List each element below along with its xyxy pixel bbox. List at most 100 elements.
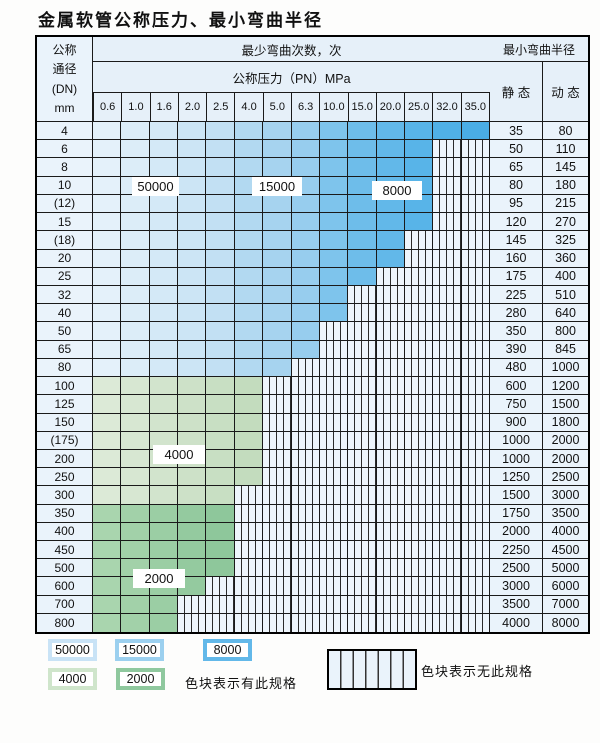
dn-cell: 350 xyxy=(37,504,93,523)
cycle-cell-spec xyxy=(234,395,264,414)
static-radius-cell: 350 xyxy=(490,322,544,341)
cycle-cell-spec xyxy=(263,267,292,286)
cycle-cell-spec xyxy=(234,194,264,214)
dynamic-radius-cell: 2000 xyxy=(543,431,589,450)
cycle-cell-no-spec xyxy=(433,613,462,633)
legend-no-spec-text: 色块表示无此规格 xyxy=(421,664,534,679)
table-row: 80 480 1000 xyxy=(37,358,589,378)
cycle-cell-no-spec xyxy=(348,431,377,450)
cycle-cell-no-spec xyxy=(433,267,462,286)
cycle-cell-spec xyxy=(234,267,264,286)
dn-cell: 25 xyxy=(37,267,93,286)
min-bend-radius-label: 最小弯曲半径 xyxy=(490,37,588,62)
pressure-values-row: 0.6 1.0 1.6 2.0 2.5 4.0 5.0 6.3 10.0 15.0 20.0 25.0… xyxy=(93,93,490,122)
cycle-cell-spec xyxy=(234,340,264,359)
cycle-cell-spec xyxy=(121,468,150,487)
cycle-cell-spec xyxy=(206,322,235,341)
cycle-cell-no-spec xyxy=(348,377,377,396)
dn-cell: 600 xyxy=(37,577,93,596)
table-row: 6 50 110 xyxy=(37,140,589,159)
cycle-cell-no-spec xyxy=(234,613,264,633)
legend-swatch-label: 4000 xyxy=(52,672,93,686)
cycle-cell-no-spec xyxy=(348,504,377,523)
cycle-cell-spec xyxy=(319,285,349,305)
cycle-cell-no-spec xyxy=(404,322,434,341)
cycle-cell-no-spec xyxy=(234,577,264,596)
static-radius-cell: 225 xyxy=(490,285,544,305)
cycle-cell-spec xyxy=(178,486,207,505)
cycle-cell-spec xyxy=(263,140,292,159)
static-radius-cell: 1000 xyxy=(490,449,544,469)
cycle-cell-spec xyxy=(93,304,122,323)
pressure-column-header: 2.0 xyxy=(178,93,208,122)
cycle-cell-spec xyxy=(149,304,179,323)
cycle-cell-spec xyxy=(178,322,207,341)
table-row: 8 65 145 xyxy=(37,158,589,177)
cycle-cell-no-spec xyxy=(263,413,292,432)
dn-cell: 40 xyxy=(37,304,93,323)
cycle-cell-spec xyxy=(178,304,207,323)
cycle-cell-no-spec xyxy=(348,322,377,341)
cycle-cell-no-spec xyxy=(291,449,320,469)
cycle-cell-spec xyxy=(93,267,122,286)
cycle-cell-no-spec xyxy=(206,595,235,614)
table-row: (175) 1000 2000 xyxy=(37,431,589,450)
cycle-cell-no-spec xyxy=(291,559,320,578)
cycle-cell-no-spec xyxy=(461,213,491,232)
cycle-cell-no-spec xyxy=(404,595,434,614)
pressure-column-header: 32.0 xyxy=(433,93,462,122)
cycle-cell-no-spec xyxy=(461,395,491,414)
dn-cell: 8 xyxy=(37,158,93,177)
dynamic-radius-cell: 1800 xyxy=(543,413,589,432)
cycle-cell-no-spec xyxy=(461,340,491,359)
cycle-cell-spec xyxy=(206,358,235,378)
cycle-cell-spec xyxy=(121,449,150,469)
table-row: 32 225 510 xyxy=(37,285,589,305)
cycle-cell-no-spec xyxy=(234,486,264,505)
table-row: 600 3000 6000 xyxy=(37,577,589,596)
cycle-cell-spec xyxy=(178,140,207,159)
min-bend-cycles-label: 最少弯曲次数，次 xyxy=(93,37,490,62)
cycle-cell-spec xyxy=(291,340,320,359)
cycle-cell-no-spec xyxy=(461,158,491,177)
cycle-cell-no-spec xyxy=(291,595,320,614)
cycle-cell-spec xyxy=(234,377,264,396)
cycle-cell-spec xyxy=(291,322,320,341)
static-radius-cell: 1750 xyxy=(490,504,544,523)
legend-swatch: 8000 xyxy=(203,639,252,661)
dynamic-radius-cell: 800 xyxy=(543,322,589,341)
cycle-cell-no-spec xyxy=(433,541,462,560)
pressure-column-header: 2.5 xyxy=(207,93,236,122)
cycle-cell-spec xyxy=(291,231,320,250)
cycle-cell-spec xyxy=(149,358,179,378)
cycle-cell-spec xyxy=(319,304,349,323)
dn-header-line: (DN) xyxy=(51,81,78,96)
dynamic-radius-cell: 3000 xyxy=(543,486,589,505)
table-row: 15 120 270 xyxy=(37,213,589,232)
cycle-cell-no-spec xyxy=(376,340,405,359)
cycle-cell-no-spec xyxy=(348,449,377,469)
cycle-cell-spec xyxy=(93,285,122,305)
cycle-cell-spec xyxy=(121,231,150,250)
cycle-cell-no-spec xyxy=(348,595,377,614)
legend-swatch: 50000 xyxy=(48,639,97,661)
cycle-cell-spec xyxy=(93,486,122,505)
cycle-cell-no-spec xyxy=(461,413,491,432)
cycle-cell-no-spec xyxy=(433,194,462,214)
cycle-cell-spec xyxy=(93,431,122,450)
cycle-cell-spec xyxy=(178,413,207,432)
pressure-column-header: 35.0 xyxy=(461,93,490,122)
dn-cell: 800 xyxy=(37,613,93,633)
cycle-cell-no-spec xyxy=(291,377,320,396)
cycle-cell-spec xyxy=(263,285,292,305)
pressure-column-header: 25.0 xyxy=(405,93,434,122)
cycle-cell-spec xyxy=(121,249,150,268)
table-row: 20 160 360 xyxy=(37,249,589,268)
cycle-cell-spec xyxy=(319,194,349,214)
cycle-cell-no-spec xyxy=(404,486,434,505)
table-row: 50 350 800 xyxy=(37,322,589,341)
cycle-cell-no-spec xyxy=(291,486,320,505)
cycle-cell-spec xyxy=(121,358,150,378)
cycle-cell-no-spec xyxy=(348,304,377,323)
table-header: 公称 通径 (DN) mm 最少弯曲次数，次 公称压力（PN）MPa 0.6 1.0 1.… xyxy=(37,37,588,122)
